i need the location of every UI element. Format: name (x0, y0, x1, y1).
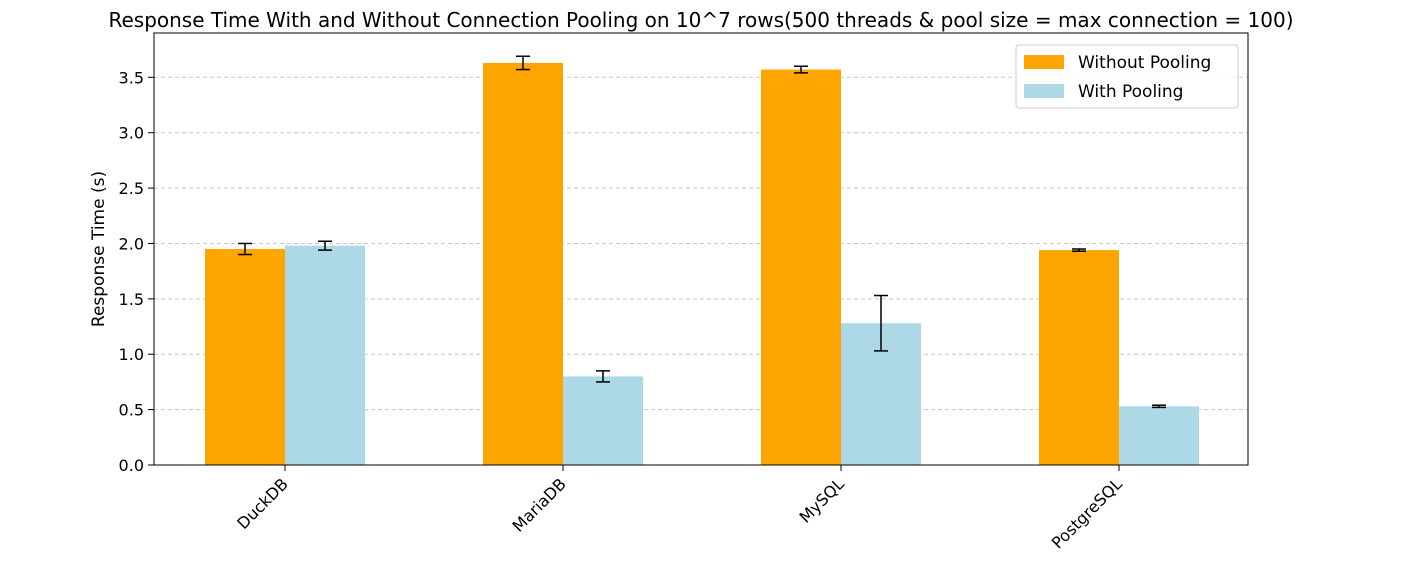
y-tick-label: 2.0 (119, 234, 144, 253)
bar (761, 69, 841, 466)
bar (563, 376, 643, 465)
y-tick-label: 3.0 (119, 124, 144, 143)
error-bar (874, 294, 888, 352)
legend-label: With Pooling (1078, 82, 1183, 102)
x-tick-label: DuckDB (233, 474, 292, 533)
y-tick-label: 0.5 (119, 401, 144, 420)
y-tick-label: 2.5 (119, 179, 144, 198)
y-tick-label: 0.0 (119, 456, 144, 475)
legend-swatch (1024, 84, 1064, 98)
error-bar (1152, 404, 1166, 409)
legend: Without Pooling With Pooling (1015, 44, 1239, 109)
x-tick-label: PostgreSQL (1048, 474, 1126, 552)
legend-frame (1015, 44, 1239, 109)
error-bar (596, 370, 610, 383)
legend-swatch (1024, 55, 1064, 69)
bar (1119, 406, 1199, 465)
chart-title: Response Time With and Without Connectio… (108, 8, 1293, 32)
bar (1039, 250, 1119, 465)
error-bar (794, 65, 808, 74)
error-bar (238, 242, 252, 256)
y-tick-label: 3.5 (119, 68, 144, 87)
bar (285, 245, 365, 465)
x-tick-label: MySQL (796, 474, 848, 526)
legend-label: Without Pooling (1078, 53, 1211, 73)
bar (205, 249, 285, 465)
y-tick-label: 1.0 (119, 345, 144, 364)
x-tick-label: MariaDB (508, 474, 569, 535)
bar (483, 62, 563, 466)
plot-frame (153, 32, 1249, 466)
error-bar (516, 55, 530, 71)
error-bar (318, 240, 332, 251)
y-axis-label: Response Time (s) (89, 171, 109, 327)
y-tick-label: 1.5 (119, 290, 144, 309)
error-bar (1072, 248, 1086, 252)
